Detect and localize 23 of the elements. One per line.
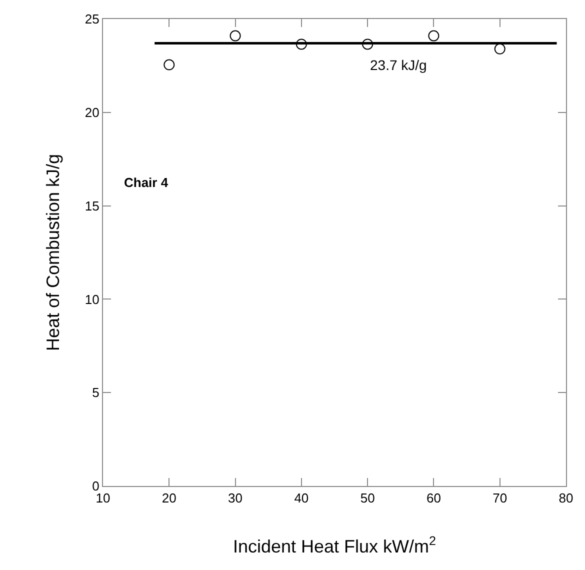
point — [362, 38, 374, 50]
x-tick-label: 50 — [360, 490, 375, 506]
y-tick-label: 20 — [84, 104, 100, 120]
y-tick-label: 15 — [84, 198, 100, 214]
x-tick-label: 70 — [492, 490, 508, 506]
x-axis-title: Incident Heat Flux kW/m$^{2}$ — [232, 534, 436, 557]
x-tick-label: 20 — [162, 490, 176, 506]
point — [494, 43, 506, 54]
x-tick-label: 80 — [558, 490, 574, 506]
y-tick-label: 0 — [92, 478, 100, 494]
point — [164, 59, 175, 70]
x-tick-label: 60 — [426, 490, 441, 506]
point — [296, 38, 307, 50]
annotation: Chair 4 — [124, 175, 169, 190]
y-tick-label: 25 — [84, 12, 100, 27]
y-axis-title: Heat of Combustion kJ/g — [43, 154, 64, 352]
annotation: 23.7 kJ/g — [370, 57, 427, 73]
y-tick-label: 5 — [92, 385, 100, 400]
x-tick-label: 30 — [228, 490, 243, 506]
point — [428, 30, 440, 42]
point — [230, 30, 241, 42]
y-tick-label: 10 — [84, 292, 100, 307]
x-tick-label: 40 — [294, 490, 309, 506]
